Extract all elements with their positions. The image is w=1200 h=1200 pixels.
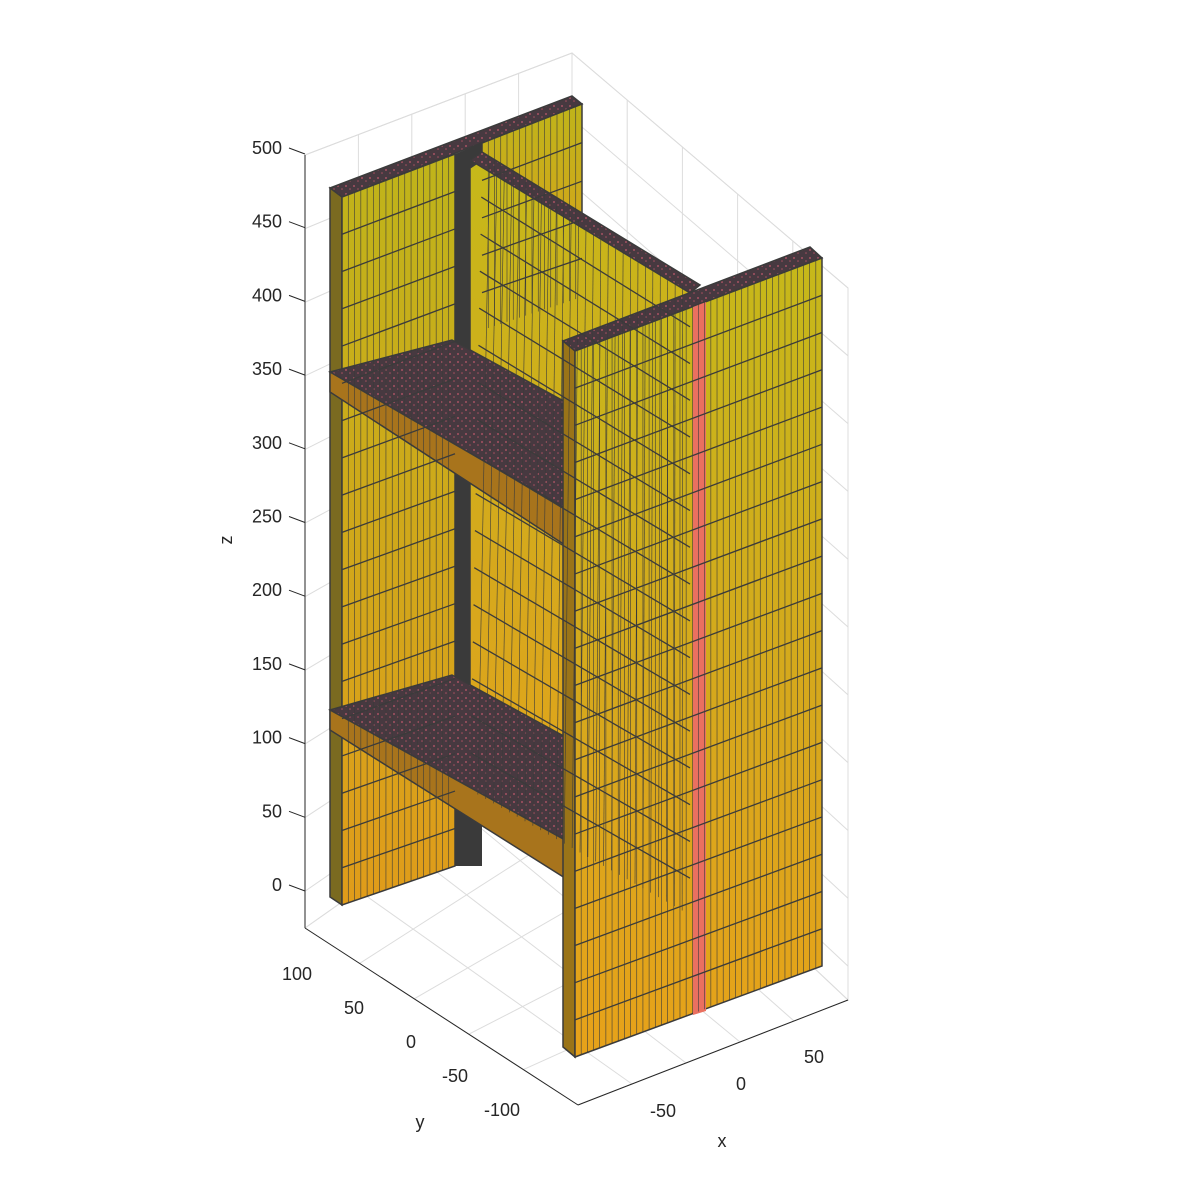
x-axis-line [577,999,849,1106]
z-tick-label: 450 [252,212,282,232]
front-wall-edge-face [562,339,576,1059]
z-tick-label: 150 [252,654,282,674]
x-tick-label: 50 [804,1047,824,1067]
y-axis-line [304,927,579,1106]
z-tick-mark [288,589,306,597]
y-axis-label: y [416,1112,425,1132]
mesh-structure [328,95,824,1059]
z-tick-mark [288,884,306,892]
z-tick-label: 100 [252,728,282,748]
x-axis-label: x [718,1131,727,1151]
z-tick-mark [288,368,306,376]
z-tick-label: 200 [252,580,282,600]
z-tick-mark [288,737,306,745]
z-tick-mark [288,442,306,450]
y-tick-label: 50 [344,998,364,1018]
z-tick-mark [288,147,306,155]
z-axis-label: z [216,536,236,545]
z-tick-label: 250 [252,507,282,527]
highlight-strip [693,302,706,1015]
x-tick-label: -50 [650,1101,676,1121]
y-tick-label: 0 [406,1032,416,1052]
x-ticks: -50 0 50 [650,1047,824,1121]
z-tick-mark [288,663,306,671]
z-tick-label: 500 [252,138,282,158]
z-tick-mark [288,294,306,302]
web-wall-top-face [468,151,702,294]
y-tick-label: -100 [484,1100,520,1120]
y-tick-label: -50 [442,1066,468,1086]
y-tick-label: 100 [282,964,312,984]
z-tick-label: 300 [252,433,282,453]
z-tick-label: 0 [272,875,282,895]
z-tick-mark [288,810,306,818]
z-tick-label: 50 [262,801,282,821]
x-tick-label: 0 [736,1074,746,1094]
y-ticks: 100 50 0 -50 -100 [282,964,520,1120]
z-tick-mark [288,516,306,523]
z-tick-label: 350 [252,359,282,379]
back-wall-edge-face [329,186,343,907]
z-tick-mark [288,221,306,229]
z-tick-label: 400 [252,285,282,305]
